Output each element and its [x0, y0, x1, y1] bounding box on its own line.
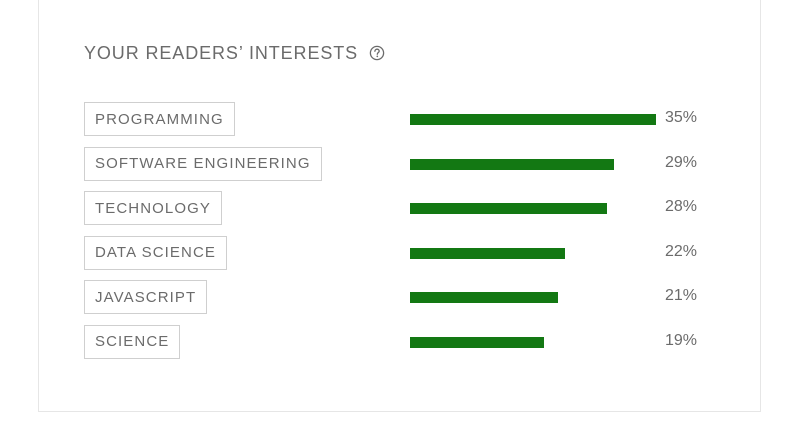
- interest-bar: [410, 203, 607, 214]
- interest-percent: 28%: [665, 198, 698, 215]
- interest-tag[interactable]: TECHNOLOGY: [84, 191, 223, 225]
- interest-bar-track: [410, 158, 656, 170]
- interest-row: SCIENCE 19%: [84, 324, 724, 359]
- interest-bar-track: [410, 292, 656, 303]
- interest-percent: 21%: [665, 287, 698, 304]
- interest-percent: 22%: [665, 242, 698, 260]
- interest-row: PROGRAMMING 35%: [84, 102, 724, 136]
- panel-title: YOUR READERS’ INTERESTS: [84, 42, 359, 63]
- question-circle-icon[interactable]: [369, 45, 385, 61]
- interest-bar-track: [410, 114, 656, 125]
- interests-list: PROGRAMMING 35% SOFTWARE ENGINEERING 29%…: [84, 102, 724, 369]
- interest-tag[interactable]: JAVASCRIPT: [84, 280, 208, 314]
- interest-tag[interactable]: SCIENCE: [84, 324, 181, 359]
- interest-bar-track: [410, 247, 656, 259]
- interest-bar-track: [410, 336, 656, 348]
- interest-row: SOFTWARE ENGINEERING 29%: [84, 146, 724, 181]
- interest-row: DATA SCIENCE 22%: [84, 235, 724, 270]
- interest-tag[interactable]: PROGRAMMING: [84, 102, 235, 136]
- interest-row: JAVASCRIPT 21%: [84, 280, 724, 314]
- interest-bar: [410, 247, 565, 259]
- interest-percent: 35%: [665, 109, 698, 126]
- interest-bar-track: [410, 203, 656, 214]
- interest-bar: [410, 158, 614, 170]
- interest-percent: 19%: [665, 331, 698, 349]
- interest-percent: 29%: [665, 153, 698, 171]
- interest-tag[interactable]: DATA SCIENCE: [84, 235, 227, 270]
- interest-bar: [410, 336, 544, 348]
- interest-bar: [410, 292, 558, 303]
- interest-bar: [410, 114, 656, 125]
- panel-header: YOUR READERS’ INTERESTS: [84, 40, 385, 66]
- interest-row: TECHNOLOGY 28%: [84, 191, 724, 225]
- interest-tag[interactable]: SOFTWARE ENGINEERING: [84, 146, 322, 181]
